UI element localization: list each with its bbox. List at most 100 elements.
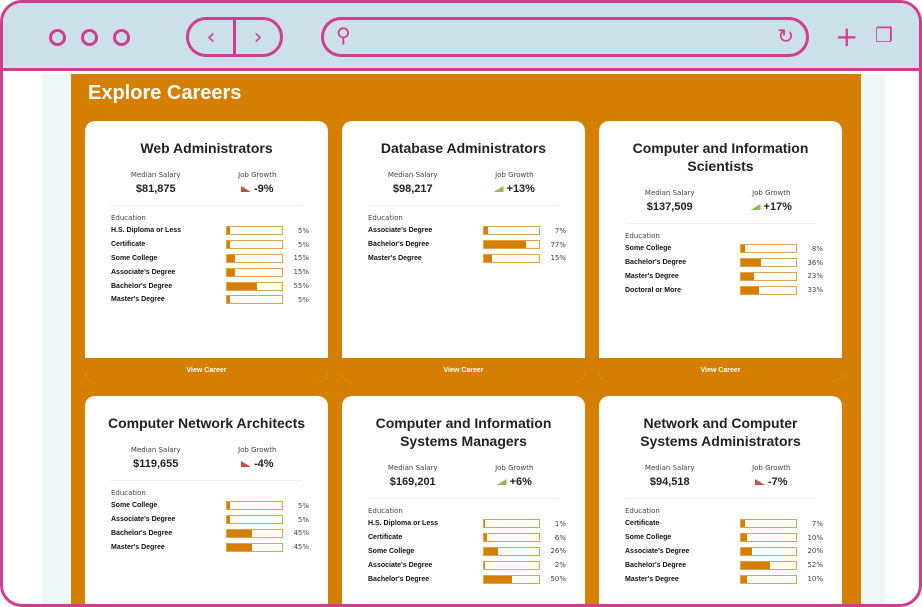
view-career-button[interactable]: View Career xyxy=(342,358,585,382)
new-tab-plus-icon[interactable]: + xyxy=(835,20,859,53)
education-label: Bachelor's Degree xyxy=(625,259,687,267)
education-label: Bachelor's Degree xyxy=(368,241,430,249)
education-row: Certificate 7% xyxy=(625,517,842,531)
window-dot-icon[interactable] xyxy=(49,29,66,46)
career-title: Computer and Information Systems Manager… xyxy=(375,415,552,449)
education-label: Bachelor's Degree xyxy=(625,561,687,569)
education-label: Associate's Degree xyxy=(625,547,690,555)
median-salary: $137,509 xyxy=(646,201,693,213)
view-career-button[interactable]: View Career xyxy=(599,358,842,382)
education-percent: 1% xyxy=(554,519,566,528)
address-bar[interactable]: ⚲ ↻ xyxy=(321,17,809,57)
education-row: Some College 26% xyxy=(368,545,585,559)
education-row: Certificate 5% xyxy=(111,238,328,252)
education-bar-fill xyxy=(484,241,527,249)
education-percent: 23% xyxy=(807,272,823,281)
education-percent: 5% xyxy=(297,295,309,304)
education-percent: 45% xyxy=(293,543,309,552)
education-label: Bachelor's Degree xyxy=(111,282,173,290)
education-bar xyxy=(226,253,283,263)
education-percent: 10% xyxy=(807,575,823,584)
median-salary: $98,217 xyxy=(392,183,433,195)
education-bar xyxy=(483,546,540,556)
education-label: Master's Degree xyxy=(625,272,679,280)
education-row: Some College 15% xyxy=(111,252,328,266)
education-label: Certificate xyxy=(368,534,403,542)
career-card: Web Administrators Median Salary $81,875 … xyxy=(85,121,328,382)
salary-label: Median Salary xyxy=(130,446,181,454)
education-label: Some College xyxy=(368,547,415,555)
back-chevron-icon[interactable]: ‹ xyxy=(189,20,236,54)
education-bar-fill xyxy=(741,272,754,280)
education-heading: Education xyxy=(625,507,660,515)
reload-icon[interactable]: ↻ xyxy=(777,24,794,48)
median-salary: $94,518 xyxy=(649,476,690,488)
education-percent: 52% xyxy=(807,561,823,570)
growth-trend-up-icon xyxy=(496,479,507,485)
education-percent: 33% xyxy=(807,286,823,295)
education-label: Some College xyxy=(111,502,158,510)
education-percent: 5% xyxy=(297,240,309,249)
education-bar xyxy=(226,226,283,236)
education-label: Master's Degree xyxy=(111,543,165,551)
education-bar xyxy=(740,271,797,281)
education-row: Associate's Degree 7% xyxy=(368,224,585,238)
education-bar xyxy=(740,519,797,529)
education-bar-fill xyxy=(484,520,485,528)
education-label: Certificate xyxy=(625,520,660,528)
education-bar xyxy=(740,533,797,543)
careers-section: Explore Careers Web Administrators Media… xyxy=(71,74,861,604)
education-label: Some College xyxy=(625,534,672,542)
growth-trend-down-icon xyxy=(240,461,251,467)
search-icon: ⚲ xyxy=(336,23,351,47)
education-label: Some College xyxy=(625,245,672,253)
education-heading: Education xyxy=(368,507,403,515)
window-dot-icon[interactable] xyxy=(81,29,98,46)
education-percent: 50% xyxy=(550,575,566,584)
window-dot-icon[interactable] xyxy=(113,29,130,46)
page-margin xyxy=(861,74,885,604)
job-growth: -4% xyxy=(253,458,274,470)
education-bar-fill xyxy=(741,575,747,583)
education-bar xyxy=(740,560,797,570)
education-bar-fill xyxy=(227,268,236,276)
education-row: H.S. Diploma or Less 1% xyxy=(368,517,585,531)
education-bar xyxy=(740,244,797,254)
education-bar xyxy=(226,501,283,511)
education-label: H.S. Diploma or Less xyxy=(368,520,439,528)
education-bar xyxy=(740,285,797,295)
education-row: Some College 5% xyxy=(111,499,328,513)
career-title: Database Administrators xyxy=(380,140,547,156)
median-salary: $119,655 xyxy=(133,458,179,470)
career-card: Network and Computer Systems Administrat… xyxy=(599,396,842,604)
education-percent: 8% xyxy=(811,244,823,253)
education-bar-fill xyxy=(227,296,230,304)
view-career-button[interactable]: View Career xyxy=(85,358,328,382)
education-percent: 7% xyxy=(811,519,823,528)
education-label: Master's Degree xyxy=(368,254,422,262)
education-bar-fill xyxy=(227,227,230,235)
tabs-icon[interactable]: ❐ xyxy=(875,23,893,47)
growth-label: Job Growth xyxy=(495,464,534,472)
forward-chevron-icon[interactable]: › xyxy=(253,24,263,50)
page-title: Explore Careers xyxy=(88,82,242,104)
education-percent: 2% xyxy=(554,561,566,570)
career-title: Computer and Information Scientists xyxy=(632,140,809,174)
education-row: Master's Degree 10% xyxy=(625,572,842,586)
education-row: Associate's Degree 20% xyxy=(625,545,842,559)
divider xyxy=(625,223,816,224)
nav-buttons: ‹ › xyxy=(186,17,283,57)
education-row: Master's Degree 5% xyxy=(111,293,328,307)
growth-label: Job Growth xyxy=(495,171,534,179)
education-percent: 26% xyxy=(550,547,566,556)
growth-trend-up-icon xyxy=(750,204,761,210)
education-bar xyxy=(226,240,283,250)
education-bar-fill xyxy=(227,282,258,290)
education-row: Associate's Degree 5% xyxy=(111,513,328,527)
education-label: Associate's Degree xyxy=(111,268,176,276)
education-bar xyxy=(483,519,540,529)
median-salary: $81,875 xyxy=(135,183,176,195)
education-percent: 45% xyxy=(293,529,309,538)
salary-label: Median Salary xyxy=(130,171,181,179)
education-bar xyxy=(483,533,540,543)
